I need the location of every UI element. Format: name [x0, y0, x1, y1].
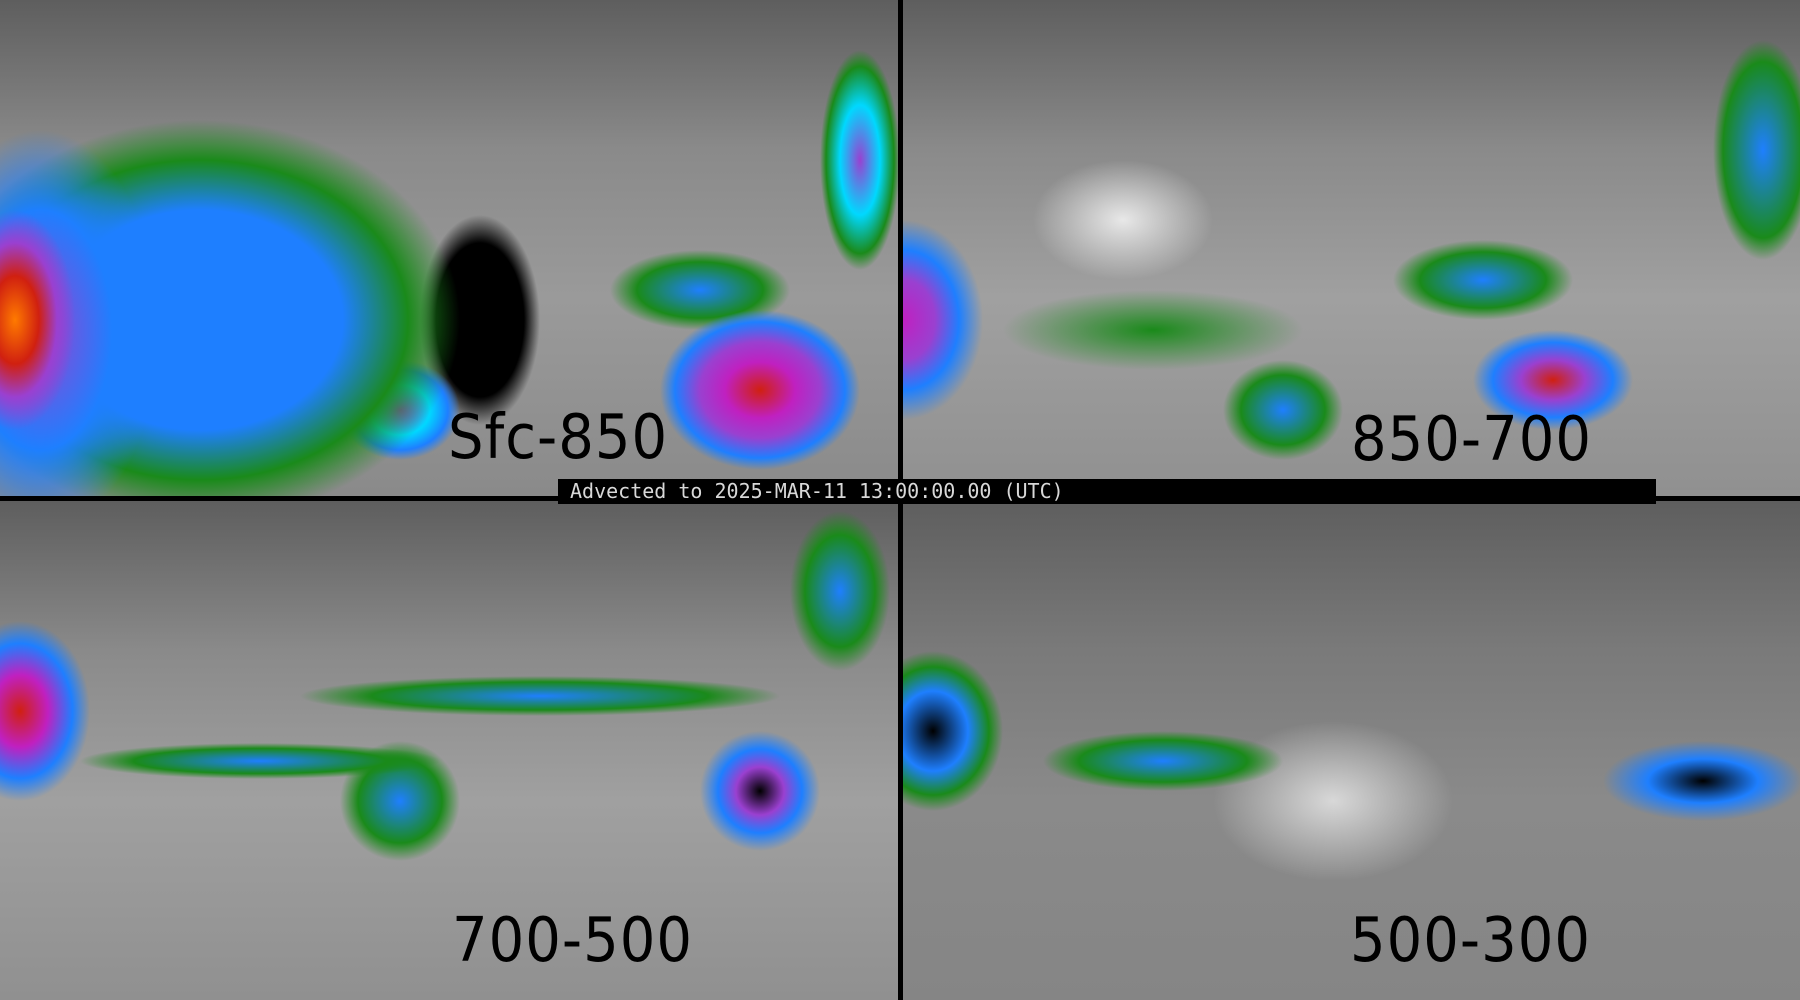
layer-label: 850-700 [1351, 403, 1592, 476]
panel-500-300: 500-300 [903, 501, 1800, 1000]
moisture-field [903, 0, 1800, 496]
moisture-field [0, 0, 898, 496]
panel-sfc-850: Sfc-850 [0, 0, 898, 496]
valid-time-banner: Advected to 2025-MAR-11 13:00:00.00 (UTC… [558, 479, 1656, 504]
moisture-field [0, 501, 898, 1000]
panel-700-500: 700-500 [0, 501, 898, 1000]
layer-label: Sfc-850 [448, 401, 669, 474]
panel-850-700: 850-700 [903, 0, 1800, 496]
layer-label: 700-500 [452, 904, 693, 977]
layer-label: 500-300 [1350, 904, 1591, 977]
moisture-field [903, 501, 1800, 1000]
